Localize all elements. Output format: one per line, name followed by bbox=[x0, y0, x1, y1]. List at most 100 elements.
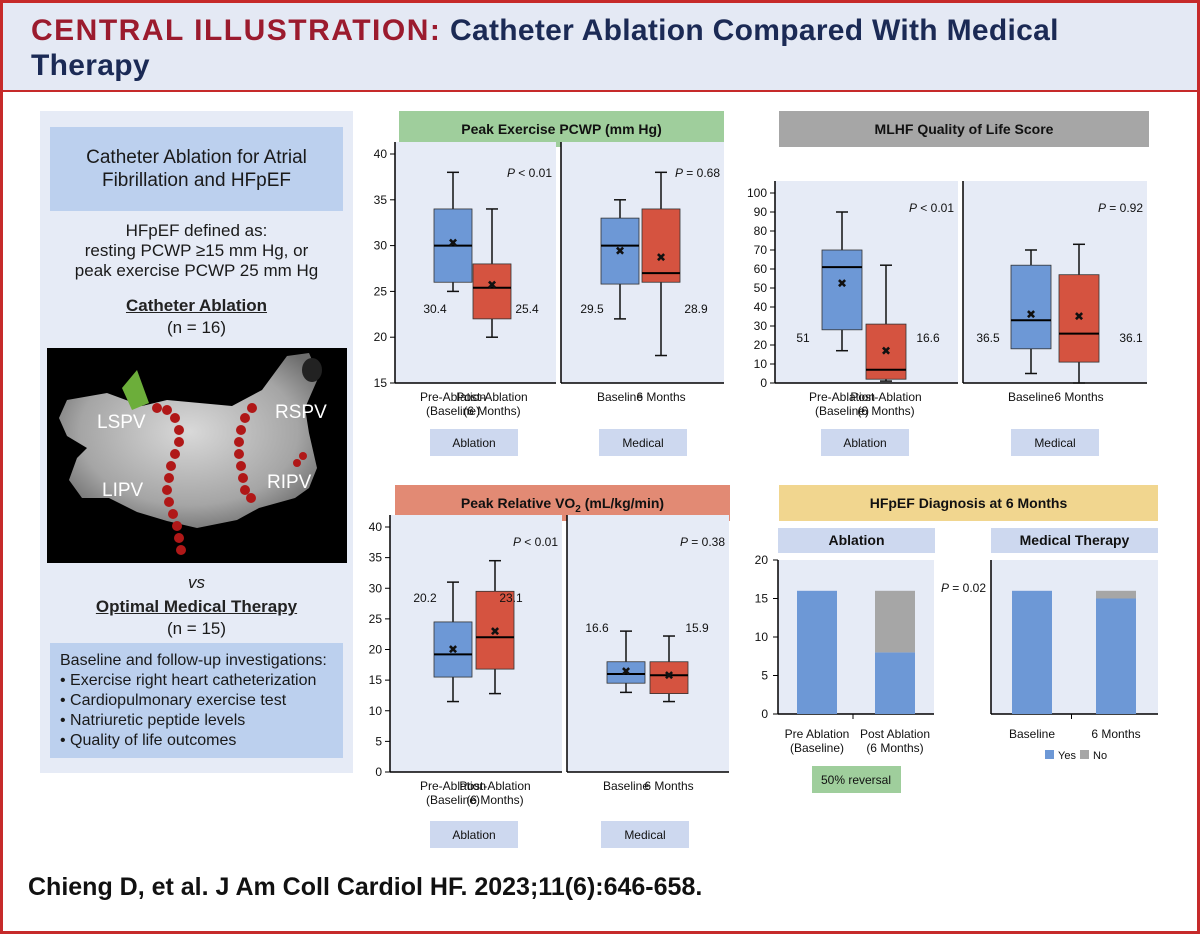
y-tick-label: 25 bbox=[369, 612, 383, 626]
chart-title: MLHF Quality of Life Score bbox=[875, 121, 1054, 137]
investigation-item: • Exercise right heart catheterization bbox=[60, 672, 317, 689]
mean-value-label: 36.1 bbox=[1119, 331, 1143, 345]
plot-area bbox=[395, 142, 556, 383]
box bbox=[1010, 264, 1052, 350]
x-category-label: Baseline bbox=[1008, 390, 1054, 404]
bar-segment-no bbox=[1096, 590, 1136, 599]
chart-title-bg bbox=[779, 111, 1149, 147]
x-category-label: Post-Ablation bbox=[850, 390, 921, 404]
y-tick-label: 100 bbox=[747, 186, 767, 200]
y-tick-label: 30 bbox=[374, 239, 388, 253]
chart-title-bg bbox=[779, 485, 1158, 521]
investigations-heading: Baseline and follow-up investigations: bbox=[60, 652, 327, 669]
definition-line: peak exercise PCWP 25 mm Hg bbox=[74, 261, 319, 280]
x-category-label: (Baseline) bbox=[815, 404, 869, 418]
group-label-box bbox=[1011, 429, 1099, 456]
group-label: Ablation bbox=[843, 436, 886, 450]
y-tick-label: 20 bbox=[374, 330, 388, 344]
y-tick-label: 40 bbox=[369, 520, 383, 534]
y-tick-label: 10 bbox=[755, 630, 769, 644]
y-tick-label: 90 bbox=[754, 205, 768, 219]
y-tick-label: 40 bbox=[374, 147, 388, 161]
p-value: P = 0.02 bbox=[941, 581, 986, 595]
vein-label: RSPV bbox=[275, 402, 327, 423]
mean-value-label: 28.9 bbox=[684, 302, 708, 316]
legend-label: Yes bbox=[1058, 750, 1076, 762]
group-label-box bbox=[821, 429, 909, 456]
mean-marker: ✖ bbox=[490, 625, 500, 639]
header-bar: CENTRAL ILLUSTRATION: Catheter Ablation … bbox=[3, 3, 1197, 92]
x-category-label: 6 Months bbox=[644, 779, 693, 793]
y-tick-label: 70 bbox=[754, 243, 768, 257]
x-category-label: Baseline bbox=[597, 390, 643, 404]
box bbox=[472, 263, 512, 320]
mean-value-label: 30.4 bbox=[423, 302, 447, 316]
group-label: Medical bbox=[624, 828, 665, 842]
y-tick-label: 50 bbox=[754, 281, 768, 295]
bar-segment-no bbox=[875, 590, 915, 653]
group-label-box bbox=[601, 821, 689, 848]
mean-value-label: 36.5 bbox=[976, 331, 1000, 345]
mean-marker: ✖ bbox=[1026, 308, 1036, 322]
reversal-note: 50% reversal bbox=[821, 773, 891, 787]
p-value: P < 0.01 bbox=[909, 201, 954, 215]
plot-area bbox=[963, 181, 1147, 383]
legend-label: No bbox=[1093, 750, 1107, 762]
y-tick-label: 0 bbox=[375, 765, 382, 779]
group-label: Ablation bbox=[452, 828, 495, 842]
group-label-box bbox=[430, 821, 518, 848]
y-tick-label: 35 bbox=[369, 551, 383, 565]
x-category-label: Pre Ablation bbox=[785, 727, 850, 741]
p-value: P < 0.01 bbox=[507, 166, 552, 180]
box bbox=[600, 217, 640, 285]
citation: Chieng D, et al. J Am Coll Cardiol HF. 2… bbox=[28, 873, 703, 901]
vein-label: LSPV bbox=[97, 412, 146, 433]
x-category-label: Post-Ablation bbox=[459, 779, 530, 793]
group-label: Medical bbox=[1034, 436, 1075, 450]
group-label: Medical bbox=[622, 436, 663, 450]
arm1-title: Catheter Ablation bbox=[125, 296, 268, 315]
group-label-box bbox=[599, 429, 687, 456]
mean-marker: ✖ bbox=[664, 669, 674, 683]
y-tick-label: 0 bbox=[761, 707, 768, 721]
x-category-label: (6 Months) bbox=[466, 793, 523, 807]
y-tick-label: 30 bbox=[754, 319, 768, 333]
y-tick-label: 25 bbox=[374, 284, 388, 298]
mean-marker: ✖ bbox=[1074, 310, 1084, 324]
y-tick-label: 0 bbox=[760, 376, 767, 390]
box bbox=[433, 621, 473, 678]
box bbox=[641, 208, 681, 283]
x-category-label: (6 Months) bbox=[857, 404, 914, 418]
y-tick-label: 15 bbox=[369, 673, 383, 687]
mean-marker: ✖ bbox=[448, 642, 458, 656]
panel-heading: Catheter Ablation for Atrial Fibrillatio… bbox=[86, 147, 307, 191]
p-value: P = 0.68 bbox=[675, 166, 720, 180]
mean-value-label: 23.1 bbox=[499, 591, 523, 605]
hfpef-definition: HFpEF defined as: resting PCWP ≥15 mm Hg… bbox=[40, 221, 353, 281]
y-tick-label: 35 bbox=[374, 193, 388, 207]
bar-segment-yes bbox=[1012, 590, 1052, 714]
x-category-label: (6 Months) bbox=[463, 404, 520, 418]
vs-label: vs bbox=[188, 573, 205, 592]
mean-marker: ✖ bbox=[487, 278, 497, 292]
investigation-item: • Cardiopulmonary exercise test bbox=[60, 692, 287, 709]
group-header-label: Medical Therapy bbox=[1020, 532, 1130, 548]
mean-marker: ✖ bbox=[615, 244, 625, 258]
x-category-label: Pre-Ablation bbox=[420, 390, 486, 404]
definition-line: resting PCWP ≥15 mm Hg, or bbox=[84, 241, 309, 260]
x-category-label: 6 Months bbox=[636, 390, 685, 404]
title-main: Catheter Ablation Compared With Medical … bbox=[31, 14, 1059, 82]
x-category-label: Pre-Ablation bbox=[809, 390, 875, 404]
p-value: P = 0.92 bbox=[1098, 201, 1143, 215]
group-header-box bbox=[991, 528, 1158, 553]
chart-title-bg bbox=[399, 111, 724, 147]
x-category-label: Pre-Ablation bbox=[420, 779, 486, 793]
x-category-label: Baseline bbox=[1009, 727, 1055, 741]
chart-title: Peak Relative VO2 (mL/kg/min) bbox=[461, 495, 664, 515]
x-category-label: (6 Months) bbox=[866, 741, 923, 755]
vein-label: RIPV bbox=[267, 472, 312, 493]
definition-line: HFpEF defined as: bbox=[125, 221, 268, 240]
y-tick-label: 40 bbox=[754, 300, 768, 314]
bar-segment-yes bbox=[875, 652, 915, 714]
